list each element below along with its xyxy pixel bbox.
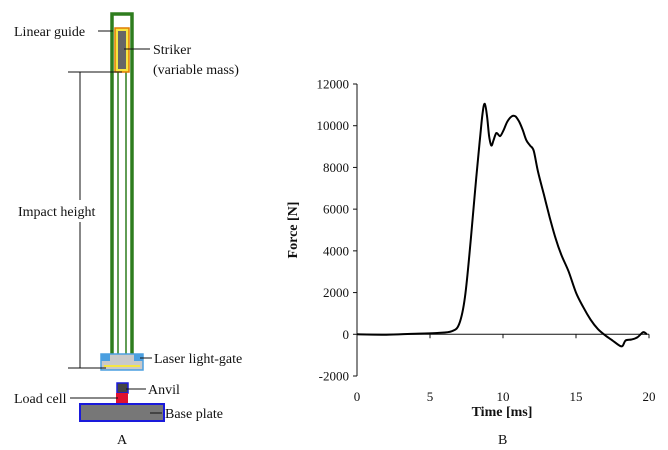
x-tick-label: 5: [427, 389, 434, 404]
base-plate: [79, 403, 165, 422]
label-striker-mass: (variable mass): [153, 63, 239, 78]
y-tick-label: 12000: [317, 77, 350, 92]
y-tick-label: 8000: [323, 160, 349, 175]
force-series-line: [356, 102, 648, 348]
label-linear-guide: Linear guide: [14, 25, 85, 40]
light-gate-emitter: [101, 354, 110, 361]
y-tick-label: 2000: [323, 285, 349, 300]
y-axis-title: Force [N]: [286, 202, 301, 259]
striker-mass: [118, 31, 126, 69]
load-cell: [116, 393, 128, 404]
y-axis-ticks: -2000 0 2000 4000 6000 8000 10000 12000: [317, 77, 357, 384]
anvil: [116, 382, 129, 394]
x-tick-label: 0: [354, 389, 361, 404]
x-axis-ticks: 0 5 10 15 20: [354, 334, 656, 404]
x-tick-label: 15: [570, 389, 583, 404]
y-tick-label: 10000: [317, 118, 350, 133]
y-tick-label: 4000: [323, 243, 349, 258]
apparatus-diagram: Linear guide Striker (variable mass) Imp…: [14, 12, 242, 448]
force-time-chart: -2000 0 2000 4000 6000 8000 10000 12000 0 5 10 15 2…: [286, 77, 656, 449]
label-striker: Striker: [153, 43, 191, 58]
label-laser-light-gate: Laser light-gate: [154, 352, 242, 367]
y-tick-label: -2000: [319, 369, 349, 384]
x-tick-label: 10: [497, 389, 510, 404]
x-axis-title: Time [ms]: [472, 405, 533, 420]
label-load-cell: Load cell: [14, 392, 67, 407]
x-tick-label: 20: [643, 389, 656, 404]
label-base-plate: Base plate: [165, 407, 223, 422]
y-tick-label: 0: [343, 327, 350, 342]
panel-label-a: A: [117, 433, 128, 448]
label-impact-height: Impact height: [18, 205, 95, 220]
panel-label-b: B: [498, 433, 507, 448]
label-anvil: Anvil: [148, 383, 180, 398]
y-tick-label: 6000: [323, 202, 349, 217]
light-gate-receiver: [134, 354, 143, 361]
